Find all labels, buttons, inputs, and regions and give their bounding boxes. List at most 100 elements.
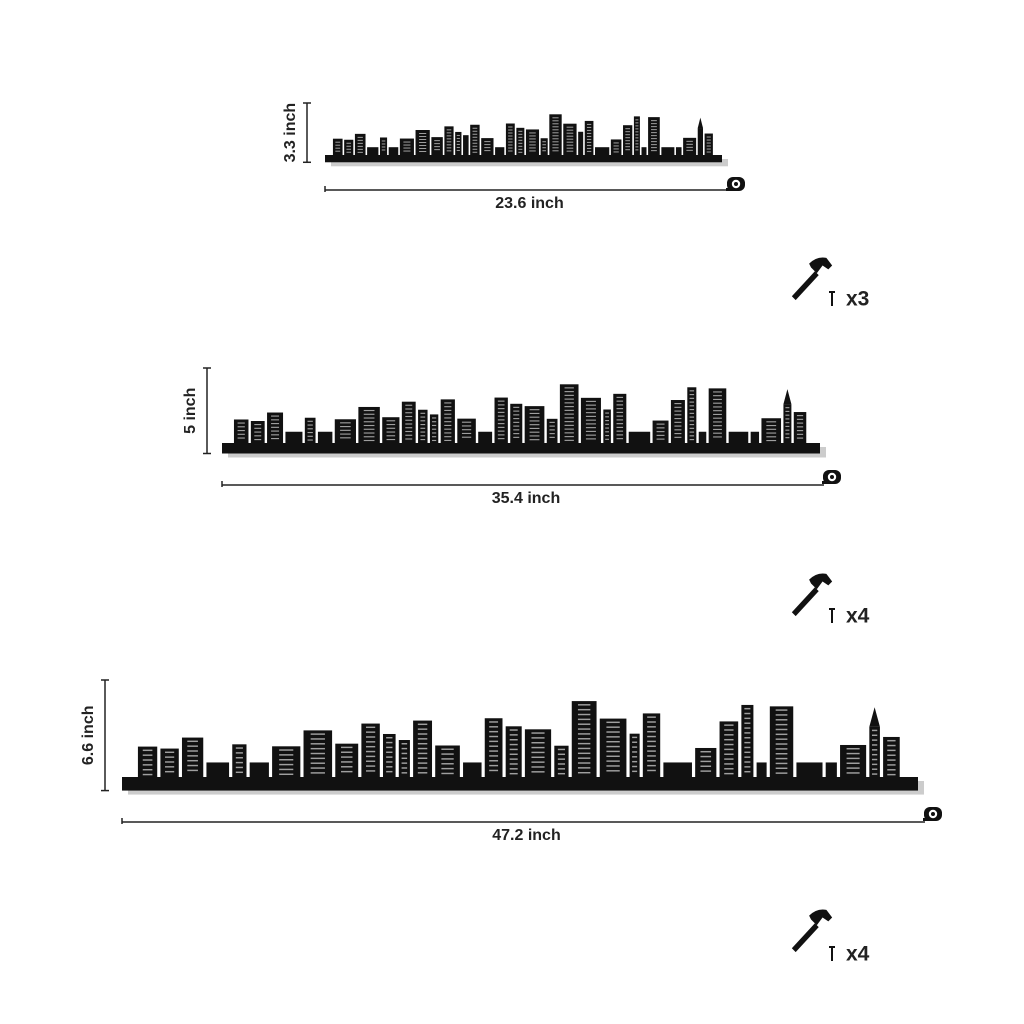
window	[577, 757, 591, 759]
window	[585, 400, 596, 402]
window	[444, 417, 452, 419]
window	[785, 410, 790, 412]
window	[508, 144, 513, 146]
window	[509, 739, 518, 741]
building	[435, 745, 460, 778]
window	[531, 761, 545, 763]
window	[357, 136, 363, 138]
building	[317, 431, 333, 444]
window	[616, 411, 624, 413]
window	[632, 741, 638, 743]
building	[756, 762, 767, 778]
window	[518, 133, 523, 135]
window	[461, 425, 472, 427]
window	[647, 735, 656, 738]
window	[386, 435, 396, 437]
building	[661, 147, 675, 156]
window	[542, 147, 546, 149]
window	[509, 743, 518, 746]
window	[616, 434, 624, 436]
window	[766, 428, 777, 430]
window	[713, 413, 722, 416]
window	[700, 765, 712, 767]
window	[340, 433, 351, 435]
window	[513, 418, 520, 420]
window	[557, 768, 566, 770]
window	[785, 407, 790, 409]
window	[237, 426, 245, 428]
window	[417, 728, 428, 730]
window	[363, 432, 375, 434]
building	[540, 138, 548, 156]
window	[625, 131, 630, 133]
window	[586, 150, 592, 152]
window	[724, 729, 734, 731]
window	[689, 435, 695, 437]
window	[405, 434, 413, 436]
window	[446, 144, 452, 146]
window	[420, 438, 426, 441]
window	[585, 423, 596, 425]
window	[341, 746, 353, 749]
window	[310, 733, 325, 735]
window	[386, 427, 396, 429]
window	[557, 772, 566, 775]
building	[399, 138, 414, 156]
window	[420, 416, 426, 418]
window	[441, 772, 454, 775]
window	[497, 426, 505, 428]
window	[417, 738, 428, 740]
window	[564, 436, 574, 438]
window	[635, 119, 639, 121]
window	[689, 390, 695, 392]
window	[307, 435, 313, 437]
window	[346, 142, 352, 144]
window	[341, 766, 353, 768]
window	[651, 147, 657, 149]
window	[271, 438, 280, 440]
window	[420, 412, 426, 414]
window	[606, 745, 620, 748]
skyline-variant: 6.6 inch 47.2 inch x4	[80, 679, 942, 966]
window	[508, 129, 513, 131]
window	[403, 141, 411, 143]
building	[388, 147, 399, 156]
window	[405, 438, 413, 440]
window	[401, 743, 408, 745]
window	[363, 417, 375, 419]
building	[160, 748, 179, 778]
nail-count: x4	[846, 605, 870, 628]
window	[700, 760, 712, 763]
window	[651, 135, 657, 137]
window	[444, 406, 452, 408]
window	[632, 765, 638, 768]
window	[635, 143, 639, 145]
window	[585, 415, 596, 417]
height-label: 6.6 inch	[80, 706, 97, 766]
window	[405, 408, 413, 410]
window	[513, 429, 520, 431]
window	[775, 719, 788, 721]
window	[616, 430, 624, 432]
window	[724, 724, 734, 726]
window	[586, 135, 592, 137]
window	[647, 716, 656, 718]
window	[606, 726, 620, 728]
building	[137, 746, 158, 778]
window	[577, 762, 591, 764]
window	[142, 754, 153, 756]
window	[606, 750, 620, 753]
window	[279, 763, 294, 766]
window	[744, 766, 751, 768]
window	[441, 753, 454, 755]
building	[335, 743, 359, 778]
window	[508, 141, 513, 143]
window	[531, 732, 545, 734]
window	[724, 738, 734, 741]
window	[605, 412, 609, 414]
window	[444, 413, 452, 415]
window	[542, 150, 546, 152]
window	[647, 769, 656, 772]
window	[187, 745, 198, 747]
